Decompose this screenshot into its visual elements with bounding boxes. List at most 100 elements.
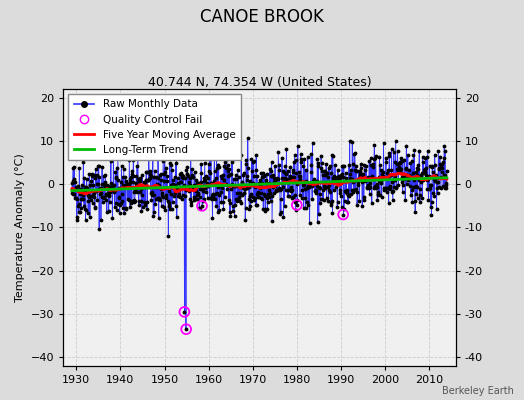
Point [425, 185, 434, 191]
Point [194, 190, 203, 197]
Point [232, 176, 240, 183]
Point [285, 193, 293, 199]
Point [181, 187, 190, 193]
Point [289, 168, 297, 175]
Point [187, 199, 195, 205]
Point [192, 188, 200, 194]
Point [276, 211, 285, 218]
Point [302, 199, 311, 205]
Point [413, 184, 422, 190]
Point [398, 158, 407, 164]
Point [191, 168, 199, 175]
Point [381, 159, 390, 165]
Point [418, 170, 426, 176]
Point [280, 176, 288, 183]
Point [211, 196, 220, 202]
Point [343, 190, 351, 196]
Point [372, 155, 380, 161]
Point [276, 186, 284, 193]
Point [430, 175, 438, 182]
Point [246, 203, 255, 209]
Point [315, 184, 324, 191]
Point [257, 170, 266, 176]
Point [152, 174, 160, 181]
Point [367, 200, 376, 206]
Point [312, 187, 320, 194]
Point [124, 196, 132, 202]
Point [252, 167, 260, 174]
Point [113, 177, 122, 184]
Point [155, 182, 163, 188]
Point [111, 169, 119, 175]
Point [397, 179, 406, 185]
Point [343, 199, 352, 206]
Point [412, 165, 421, 171]
Point [226, 213, 235, 219]
Point [270, 179, 278, 186]
Point [143, 199, 151, 206]
Point [242, 161, 250, 167]
Point [422, 172, 430, 179]
Point [198, 186, 206, 192]
Point [247, 198, 255, 204]
Point [145, 176, 154, 182]
Point [82, 176, 91, 182]
Point [355, 175, 363, 181]
Point [325, 181, 333, 188]
Point [261, 208, 269, 214]
Point [423, 148, 432, 154]
Point [171, 174, 180, 180]
Point [161, 169, 169, 175]
Point [194, 191, 202, 197]
Point [319, 171, 328, 178]
Point [339, 211, 347, 218]
Point [393, 166, 401, 172]
Point [198, 203, 206, 209]
Point [232, 172, 240, 178]
Point [187, 202, 195, 208]
Point [255, 194, 264, 200]
Y-axis label: Temperature Anomaly (°C): Temperature Anomaly (°C) [15, 153, 25, 302]
Point [253, 172, 261, 179]
Point [99, 194, 107, 200]
Point [158, 202, 166, 209]
Point [379, 172, 387, 179]
Point [69, 164, 77, 171]
Point [388, 188, 397, 195]
Point [117, 179, 125, 185]
Point [86, 193, 95, 199]
Point [293, 143, 302, 149]
Point [106, 180, 115, 186]
Point [432, 174, 440, 181]
Point [270, 190, 278, 196]
Point [191, 196, 200, 202]
Point [409, 170, 417, 176]
Point [283, 187, 292, 193]
Point [359, 173, 367, 180]
Point [433, 179, 441, 185]
Point [290, 159, 298, 166]
Point [334, 176, 343, 182]
Point [260, 192, 269, 199]
Point [368, 173, 376, 180]
Point [138, 172, 146, 178]
Point [196, 178, 205, 185]
Point [287, 195, 296, 201]
Point [291, 199, 299, 205]
Point [230, 182, 238, 189]
Point [226, 200, 234, 206]
Point [269, 175, 278, 181]
Point [223, 186, 232, 192]
Point [345, 138, 354, 144]
Point [396, 160, 405, 166]
Point [255, 177, 264, 183]
Point [197, 161, 205, 167]
Point [435, 166, 444, 172]
Point [379, 140, 388, 146]
Point [383, 185, 391, 192]
Point [432, 206, 441, 212]
Point [211, 168, 219, 174]
Point [267, 172, 276, 179]
Point [220, 163, 228, 169]
Point [347, 186, 356, 193]
